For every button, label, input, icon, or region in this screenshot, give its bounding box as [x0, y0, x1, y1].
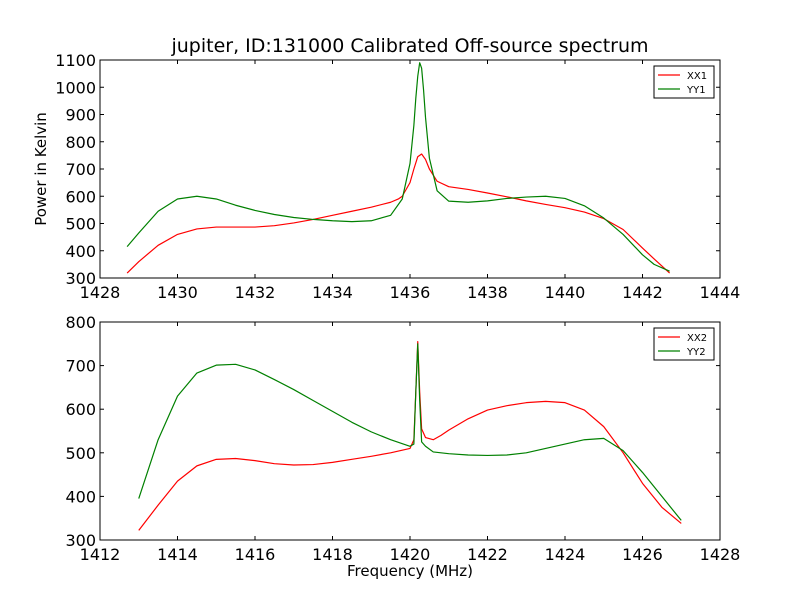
plot-1: 1428 1430 1432 1434 1436 1438 1440 1442 1444 300 4… [55, 51, 740, 302]
x-tick-label: 1426 [622, 545, 663, 564]
plot-frame-1 [99, 59, 721, 279]
y-tick-label: 700 [65, 160, 96, 179]
x-tick-label: 1414 [157, 545, 198, 564]
y-tick-label: 600 [65, 187, 96, 206]
y-tick-label: 700 [65, 357, 96, 376]
x-tick-label: 1442 [622, 283, 663, 302]
plot-2: 1412 1414 1416 1418 1420 1422 1424 1426 1428 300 4… [65, 313, 740, 564]
y-tick-label: 1000 [55, 78, 96, 97]
x-tick-label: 1444 [700, 283, 741, 302]
legend-label-xx2: XX2 [687, 333, 707, 344]
plots: 1428 1430 1432 1434 1436 1438 1440 1442 1444 300 4… [55, 51, 740, 564]
plot-frame-2 [99, 321, 721, 541]
y-tick-label: 800 [65, 133, 96, 152]
legend-box [653, 327, 715, 361]
y-tick-label: 800 [65, 313, 96, 332]
y-tick-label: 400 [65, 487, 96, 506]
y-tick-label: 300 [65, 269, 96, 288]
x-tick-label: 1436 [390, 283, 431, 302]
y-tick-label: 900 [65, 106, 96, 125]
y-tick-label: 500 [65, 444, 96, 463]
x-tick-label: 1428 [80, 283, 121, 302]
series-line-xx2 [138, 341, 682, 531]
legend-box [653, 65, 715, 99]
y-tick-label: 600 [65, 400, 96, 419]
x-tick-label: 1412 [80, 545, 121, 564]
series-line-yy1 [126, 62, 670, 272]
x-tick-label: 1420 [390, 545, 431, 564]
x-tick-label: 1430 [157, 283, 198, 302]
series-line-xx1 [126, 153, 671, 274]
y-tick-label: 1100 [55, 51, 96, 70]
chart-title: jupiter, ID:131000 Calibrated Off-source… [170, 35, 648, 57]
x-tick-label: 1432 [235, 283, 276, 302]
x-tick-label: 1434 [312, 283, 353, 302]
y-axis-label: Power in Kelvin [32, 112, 50, 226]
y-tick-label: 400 [65, 242, 96, 261]
x-tick-label: 1438 [467, 283, 508, 302]
x-axis-label: Frequency (MHz) [347, 562, 473, 580]
legend-label-yy1: YY1 [686, 85, 706, 96]
x-tick-label: 1440 [545, 283, 586, 302]
x-tick-label: 1416 [235, 545, 276, 564]
legend-label-xx1: XX1 [687, 71, 707, 82]
legend-label-yy2: YY2 [686, 347, 706, 358]
y-tick-label: 500 [65, 215, 96, 234]
y-tick-label: 300 [65, 531, 96, 550]
x-tick-label: 1428 [700, 545, 741, 564]
series-line-yy2 [138, 343, 682, 521]
x-tick-label: 1424 [545, 545, 586, 564]
x-tick-label: 1418 [312, 545, 353, 564]
x-tick-label: 1422 [467, 545, 508, 564]
